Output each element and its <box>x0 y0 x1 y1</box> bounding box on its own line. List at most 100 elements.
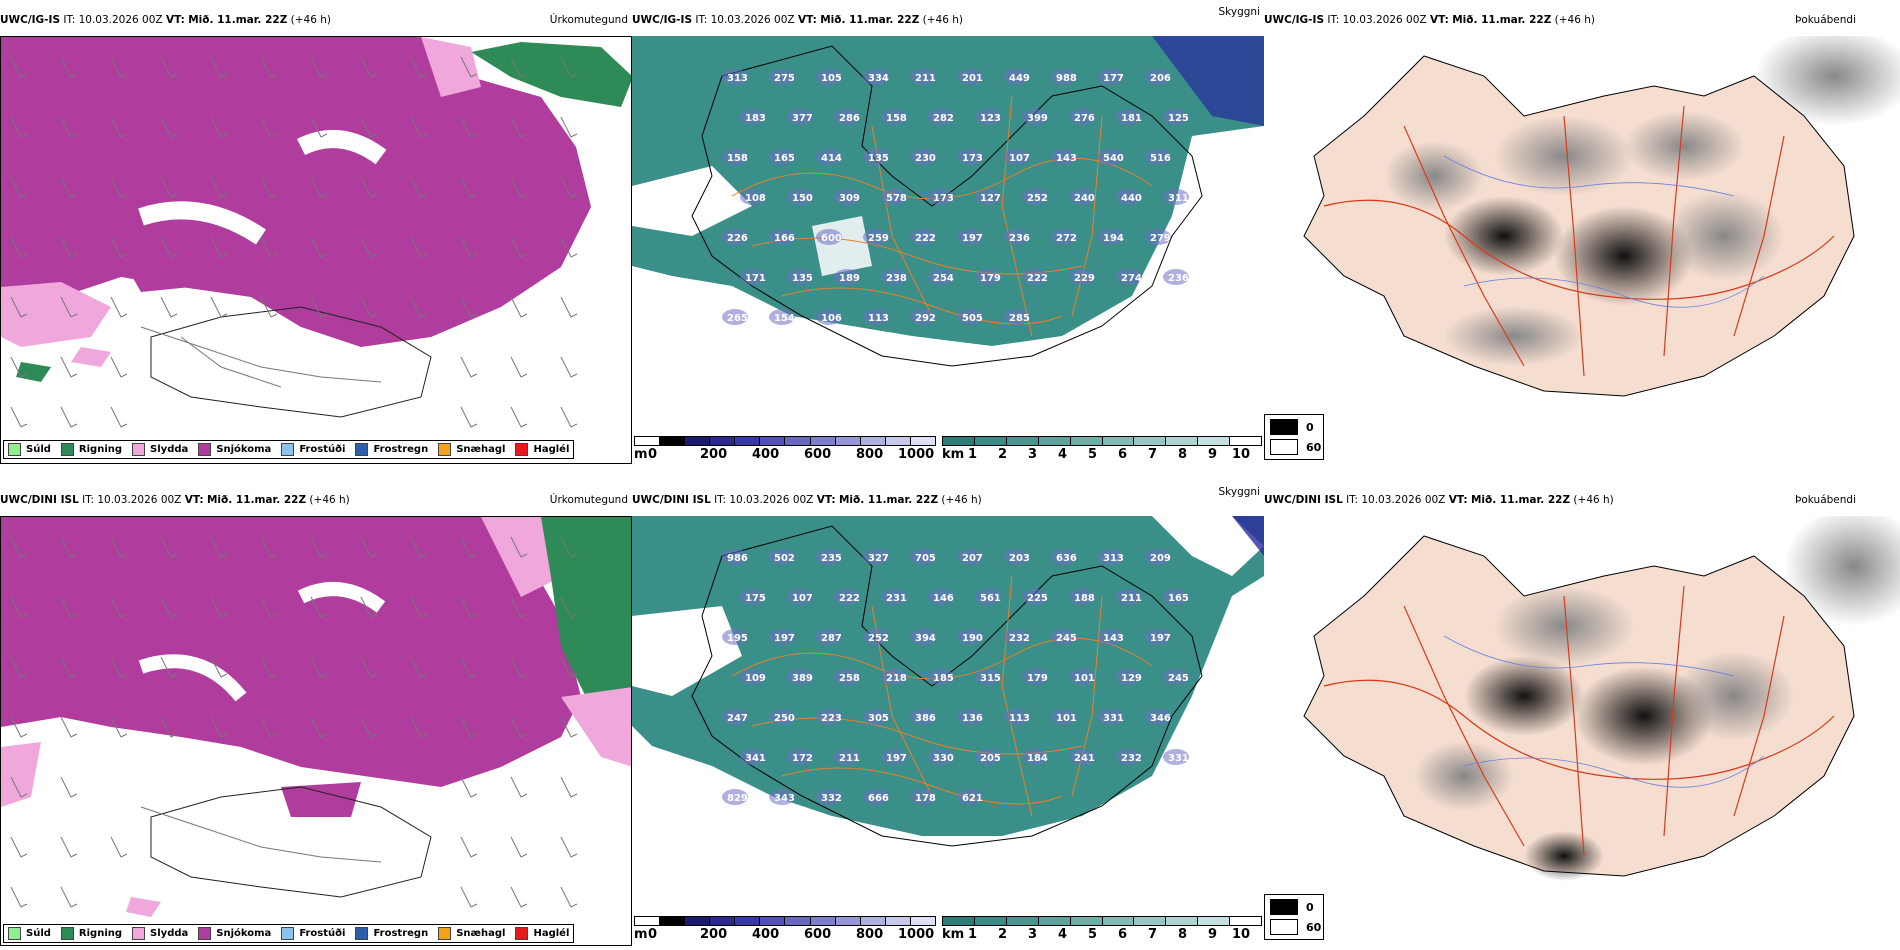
model-name: UWC/DINI ISL <box>1264 494 1343 506</box>
cloud-base-label: 123 <box>980 113 1001 124</box>
legend-item-rain: Rigning <box>60 443 122 456</box>
fog-legend-white: 60 <box>1270 919 1321 935</box>
valid-time: Mið. 11.mar. 22Z <box>1452 14 1552 26</box>
legend-label: Slydda <box>150 444 189 455</box>
cloud-base-patch <box>1069 669 1095 685</box>
cloud-base-patch <box>834 749 860 765</box>
cloud-base-label: 505 <box>962 313 983 324</box>
cloud-base-label: 125 <box>1168 113 1189 124</box>
cloud-base-label: 173 <box>962 153 983 164</box>
cloud-base-patch <box>1163 669 1189 685</box>
legend-label: Frostúði <box>299 928 346 939</box>
model-name: UWC/DINI ISL <box>0 494 79 506</box>
cloud-base-label: 561 <box>980 593 1001 604</box>
cloud-base-label: 172 <box>792 753 813 764</box>
tick-label: 8 <box>1178 927 1188 942</box>
cloud-base-patch <box>769 789 795 805</box>
cloud-base-patch <box>1051 709 1077 725</box>
cloud-base-patch <box>722 229 748 245</box>
cloud-base-label: 332 <box>821 793 842 804</box>
valid-time-prefix: VT: <box>816 494 836 506</box>
cloud-base-patch <box>1163 189 1189 205</box>
cloud-base-patch <box>863 309 889 325</box>
legend-label: Slydda <box>150 928 189 939</box>
visibility-colorbar: km 1 2 3 4 5 6 7 8 9 10 <box>942 436 1262 462</box>
cloud-base-patch <box>740 189 766 205</box>
fog-panel-row2: UWC/DINI ISL IT: 10.03.2026 00Z VT: Mið.… <box>1264 492 1900 944</box>
cloud-base-label: 178 <box>915 793 936 804</box>
tick-label: 600 <box>804 927 832 942</box>
cloud-base-patch <box>957 789 983 805</box>
cloud-base-patch <box>722 309 748 325</box>
cloud-base-label: 279 <box>1150 233 1171 244</box>
legend-label: Súld <box>26 928 51 939</box>
cloud-base-label: 171 <box>745 273 766 284</box>
cloud-base-label: 173 <box>933 193 954 204</box>
lead-time: (+46 h) <box>922 14 964 26</box>
cloud-base-label: 274 <box>1121 273 1142 284</box>
cloud-base-patch <box>1145 69 1171 85</box>
cloud-base-label: 226 <box>727 233 748 244</box>
cloud-base-patch <box>722 69 748 85</box>
precip-type-map: Súld Rigning Slydda Snjókoma Frostúði Fr… <box>0 36 632 464</box>
cloud-base-patch <box>863 709 889 725</box>
cloud-base-label: 179 <box>1027 673 1048 684</box>
cloud-base-patch <box>722 629 748 645</box>
cloud-base-labels: 986 502 235 327 705 207 203 636 313 209 175 107 222 2… <box>722 549 1189 805</box>
model-name: UWC/IG-IS <box>1264 14 1325 26</box>
panel-title: Úrkomutegund <box>549 494 628 506</box>
cloud-base-label: 287 <box>821 633 842 644</box>
cloud-visibility-map: 313 275 105 334 211 201 449 988 177 206 183 377 286 1… <box>632 36 1264 420</box>
cloud-base-label: 238 <box>886 273 907 284</box>
cloud-base-patch <box>787 269 813 285</box>
cloud-base-label: 399 <box>1027 113 1048 124</box>
cloud-base-label: 158 <box>727 153 748 164</box>
cloud-base-patch <box>1004 309 1030 325</box>
fog-indicator-map <box>1264 516 1900 916</box>
cloud-base-label: 195 <box>727 633 748 644</box>
cloud-base-patch <box>1069 269 1095 285</box>
cloud-base-patch <box>1116 749 1142 765</box>
init-time: IT: 10.03.2026 00Z <box>714 494 814 506</box>
legend-item-snow: Snjókoma <box>198 927 271 940</box>
cloud-base-label: 165 <box>774 153 795 164</box>
panel-header: UWC/IG-IS IT: 10.03.2026 00Z VT: Mið. 11… <box>0 12 632 28</box>
precip-type-map: Súld Rigning Slydda Snjókoma Frostúði Fr… <box>0 516 632 946</box>
tick-label: 400 <box>752 447 780 462</box>
tick-label: 6 <box>1118 927 1128 942</box>
tick-label: 9 <box>1208 927 1218 942</box>
cloud-base-patch <box>1163 749 1189 765</box>
cloud-base-patch <box>769 69 795 85</box>
tick-label: 2 <box>998 927 1008 942</box>
model-name: UWC/IG-IS <box>0 14 61 26</box>
cloud-base-label: 211 <box>915 73 936 84</box>
cloud-base-patch <box>722 149 748 165</box>
cloud-base-label: 229 <box>1074 273 1095 284</box>
tick-label: 800 <box>856 447 884 462</box>
cloud-base-label: 207 <box>962 553 983 564</box>
fog-legend-label: 0 <box>1306 420 1314 434</box>
cloud-base-patch <box>1145 629 1171 645</box>
cloud-base-patch <box>740 749 766 765</box>
fog-legend-label: 0 <box>1306 900 1314 914</box>
lead-time: (+46 h) <box>941 494 982 506</box>
unit-label: km <box>942 927 965 942</box>
cloud-base-label: 225 <box>1027 593 1048 604</box>
fog-legend-white: 60 <box>1270 439 1321 455</box>
tick-label: 800 <box>856 927 884 942</box>
cloud-base-label: 105 <box>821 73 842 84</box>
cloud-base-patch <box>1004 229 1030 245</box>
cloud-base-label: 201 <box>962 73 983 84</box>
cloud-base-patch <box>816 709 842 725</box>
cloud-base-patch <box>1163 589 1189 605</box>
cloud-base-label: 311 <box>1168 193 1189 204</box>
valid-time-prefix: VT: <box>797 14 817 26</box>
cloud-base-label: 206 <box>1150 73 1171 84</box>
tick-label: 200 <box>700 927 728 942</box>
cloud-visibility-map: 986 502 235 327 705 207 203 636 313 209 175 107 222 2… <box>632 516 1264 908</box>
cloud-base-label: 183 <box>745 113 766 124</box>
cloud-base-colorbar: m 0 200 400 600 800 1000 <box>634 436 936 462</box>
cloud-base-bar <box>634 916 936 926</box>
cloud-base-patch <box>1069 109 1095 125</box>
cloud-base-label: 127 <box>980 193 1001 204</box>
